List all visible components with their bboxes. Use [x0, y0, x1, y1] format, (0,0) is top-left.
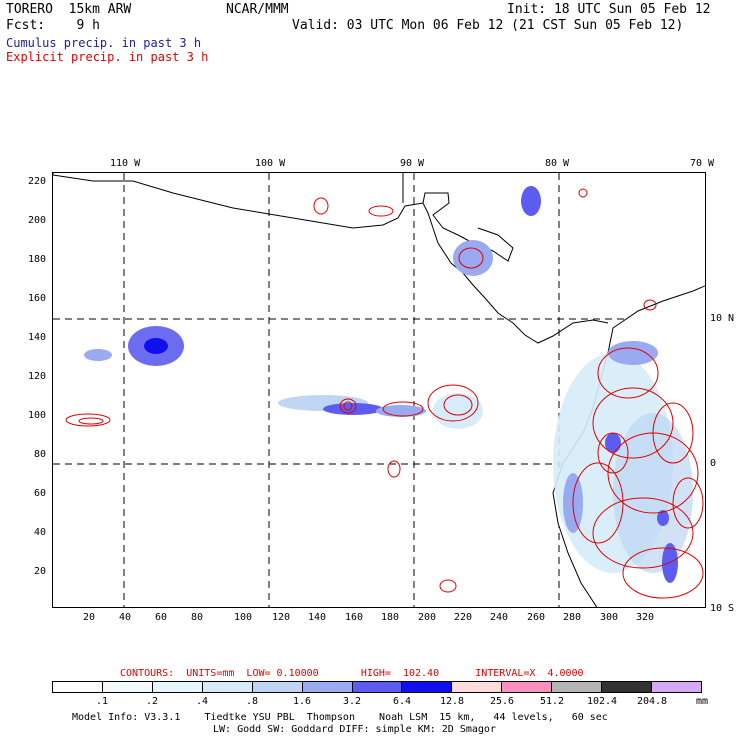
organization-label: NCAR/MMM [226, 2, 289, 17]
colorbar-box [652, 682, 701, 692]
x-tick: 100 [234, 612, 253, 623]
x-tick: 200 [418, 612, 437, 623]
x-tick: 60 [155, 612, 168, 623]
explicit-legend: Explicit precip. in past 3 h [6, 50, 209, 64]
colorbar-box [152, 682, 203, 692]
lon-label-100w: 100 W [255, 158, 286, 169]
colorbar-label: 25.6 [489, 696, 515, 707]
colorbar-box [102, 682, 153, 692]
y-tick: 80 [33, 449, 46, 460]
lon-label-90w: 90 W [400, 158, 425, 169]
x-tick: 120 [272, 612, 291, 623]
colorbar-box [352, 682, 403, 692]
lat-lon-grid [53, 173, 705, 607]
colorbar-label: 6.4 [392, 696, 412, 707]
x-tick: 300 [600, 612, 619, 623]
x-tick: 160 [345, 612, 364, 623]
init-time: Init: 18 UTC Sun 05 Feb 12 [507, 2, 711, 17]
colorbar-box [302, 682, 353, 692]
valid-time: Valid: 03 UTC Mon 06 Feb 12 (21 CST Sun … [292, 18, 684, 33]
map-canvas [53, 173, 705, 607]
colorbar-unit: mm [696, 696, 709, 707]
x-tick: 280 [563, 612, 582, 623]
y-tick: 160 [27, 293, 46, 304]
land-yucatan [402, 173, 514, 262]
colorbar-label: 102.4 [586, 696, 618, 707]
lat-label-10n: 10 N [710, 313, 735, 324]
y-tick: 200 [27, 215, 46, 226]
colorbar-label: .8 [245, 696, 259, 707]
colorbar-label: 1.6 [292, 696, 312, 707]
y-tick: 120 [27, 371, 46, 382]
model-title: TORERO 15km ARW [6, 2, 132, 17]
y-tick: 180 [27, 254, 46, 265]
y-tick: 100 [27, 410, 46, 421]
x-tick: 20 [83, 612, 96, 623]
colorbar-label: 3.2 [342, 696, 362, 707]
x-tick: 80 [191, 612, 204, 623]
x-tick: 240 [490, 612, 509, 623]
colorbar [52, 681, 702, 693]
colorbar-box [502, 682, 553, 692]
colorbar-label: .1 [95, 696, 109, 707]
x-tick: 40 [119, 612, 132, 623]
colorbar-box [452, 682, 503, 692]
x-tick: 220 [454, 612, 473, 623]
colorbar-box [252, 682, 303, 692]
cumulus-legend: Cumulus precip. in past 3 h [6, 36, 202, 50]
y-tick: 40 [33, 527, 46, 538]
lon-label-70w: 70 W [690, 158, 715, 169]
explicit-precip-contours [65, 188, 704, 599]
colorbar-label: 204.8 [636, 696, 668, 707]
colorbar-label: .2 [145, 696, 159, 707]
precip-map [52, 172, 706, 608]
colorbar-label: 51.2 [539, 696, 565, 707]
contour-info: CONTOURS: UNITS=mm LOW= 0.10000 HIGH= 10… [120, 668, 584, 679]
x-tick: 140 [308, 612, 327, 623]
forecast-hour: Fcst: 9 h [6, 18, 100, 33]
land-central-america [53, 173, 609, 344]
lon-label-110w: 110 W [110, 158, 141, 169]
x-tick: 180 [381, 612, 400, 623]
colorbar-label: 12.8 [439, 696, 465, 707]
colorbar-box [602, 682, 653, 692]
x-tick: 260 [527, 612, 546, 623]
colorbar-box [402, 682, 453, 692]
colorbar-box [202, 682, 253, 692]
cumulus-precip [84, 186, 693, 583]
y-tick: 140 [27, 332, 46, 343]
x-tick: 320 [636, 612, 655, 623]
lat-label-10s: 10 S [710, 603, 735, 614]
y-tick: 220 [27, 176, 46, 187]
y-tick: 60 [33, 488, 46, 499]
model-info-line1: Model Info: V3.3.1 Tiedtke YSU PBL Thomp… [72, 712, 608, 723]
lon-label-80w: 80 W [545, 158, 570, 169]
colorbar-box [552, 682, 603, 692]
model-info-line2: LW: Godd SW: Goddard DIFF: simple KM: 2D… [213, 724, 496, 735]
colorbar-box [53, 682, 103, 692]
lat-label-0: 0 [710, 458, 717, 469]
colorbar-label: .4 [195, 696, 209, 707]
y-tick: 20 [33, 566, 46, 577]
